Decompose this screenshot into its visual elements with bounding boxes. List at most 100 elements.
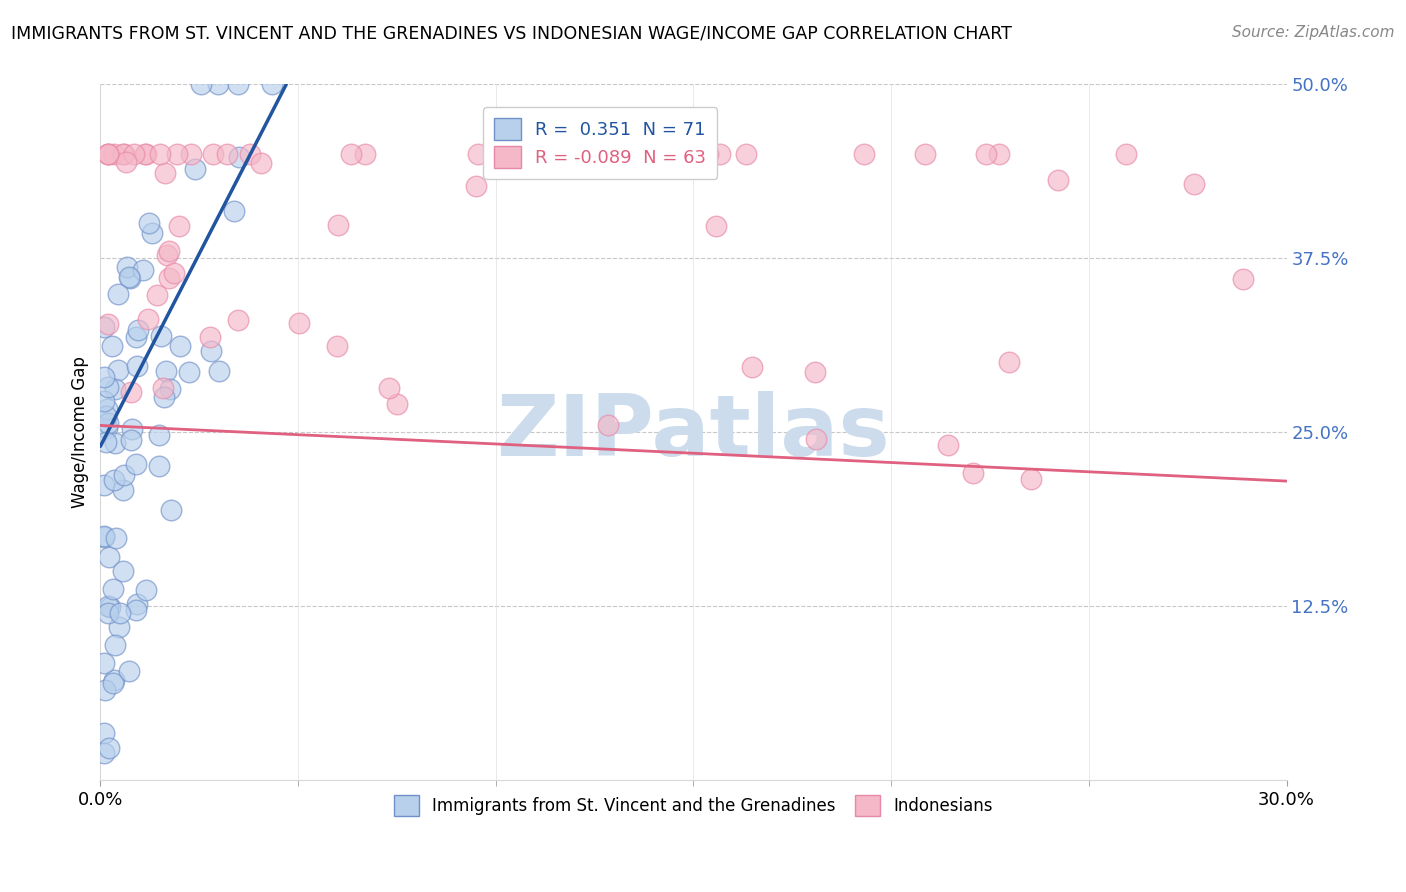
Point [141, 227, 163, 241]
Point [467, 147, 489, 161]
Point [98, 740, 121, 755]
Point [339, 147, 361, 161]
Point [1232, 272, 1254, 286]
Point [134, 147, 156, 161]
Point [135, 147, 157, 161]
Point [1046, 172, 1069, 186]
Point [914, 147, 936, 161]
Point [103, 473, 125, 487]
Point [208, 363, 231, 377]
Legend: Immigrants from St. Vincent and the Grenadines, Indonesians: Immigrants from St. Vincent and the Gren… [385, 787, 1001, 824]
Point [160, 503, 183, 517]
Point [93, 320, 115, 334]
Point [167, 219, 190, 233]
Point [132, 262, 155, 277]
Point [96, 434, 118, 449]
Point [111, 483, 134, 498]
Point [228, 78, 250, 92]
Point [97, 416, 120, 430]
Point [166, 147, 188, 161]
Point [1019, 472, 1042, 486]
Point [104, 531, 127, 545]
Point [207, 78, 229, 92]
Point [853, 147, 876, 161]
Point [159, 382, 181, 396]
Point [120, 384, 142, 399]
Point [104, 639, 127, 653]
Point [104, 383, 127, 397]
Point [96, 409, 118, 423]
Point [226, 313, 249, 327]
Point [138, 216, 160, 230]
Point [1115, 147, 1137, 161]
Point [127, 323, 149, 337]
Point [179, 366, 201, 380]
Point [1182, 178, 1205, 192]
Point [354, 147, 377, 161]
Point [157, 271, 180, 285]
Point [378, 381, 401, 395]
Point [806, 432, 828, 446]
Point [125, 457, 148, 471]
Point [200, 343, 222, 358]
Point [115, 155, 138, 169]
Point [155, 364, 177, 378]
Point [734, 147, 756, 161]
Point [125, 330, 148, 344]
Point [697, 147, 720, 161]
Point [162, 266, 184, 280]
Point [93, 530, 115, 544]
Point [112, 147, 135, 161]
Point [103, 673, 125, 687]
Point [108, 620, 131, 634]
Point [804, 365, 827, 379]
Point [465, 179, 488, 194]
Point [101, 676, 124, 690]
Point [146, 287, 169, 301]
Point [104, 435, 127, 450]
Point [250, 156, 273, 170]
Point [148, 459, 170, 474]
Text: IMMIGRANTS FROM ST. VINCENT AND THE GRENADINES VS INDONESIAN WAGE/INCOME GAP COR: IMMIGRANTS FROM ST. VINCENT AND THE GREN… [11, 25, 1012, 43]
Point [228, 150, 250, 164]
Point [97, 606, 120, 620]
Point [96, 420, 118, 434]
Point [107, 363, 129, 377]
Point [108, 607, 131, 621]
Point [962, 466, 984, 480]
Point [112, 467, 135, 482]
Point [120, 433, 142, 447]
Point [184, 161, 207, 176]
Point [136, 312, 159, 326]
Point [156, 248, 179, 262]
Text: Source: ZipAtlas.com: Source: ZipAtlas.com [1232, 25, 1395, 40]
Point [93, 370, 115, 384]
Point [93, 656, 115, 670]
Point [936, 438, 959, 452]
Point [149, 147, 172, 161]
Point [125, 597, 148, 611]
Point [150, 328, 173, 343]
Point [117, 260, 139, 275]
Point [96, 401, 118, 416]
Point [93, 478, 115, 492]
Point [97, 147, 120, 161]
Point [695, 147, 717, 161]
Point [98, 549, 121, 564]
Point [709, 147, 731, 161]
Point [201, 147, 224, 161]
Point [153, 166, 176, 180]
Point [125, 603, 148, 617]
Point [198, 329, 221, 343]
Point [180, 147, 202, 161]
Point [118, 270, 141, 285]
Point [93, 394, 115, 409]
Text: ZIPatlas: ZIPatlas [496, 391, 890, 474]
Point [118, 271, 141, 285]
Point [93, 726, 115, 740]
Point [98, 600, 121, 615]
Point [988, 147, 1011, 161]
Point [217, 147, 239, 161]
Point [127, 359, 149, 373]
Point [190, 78, 212, 92]
